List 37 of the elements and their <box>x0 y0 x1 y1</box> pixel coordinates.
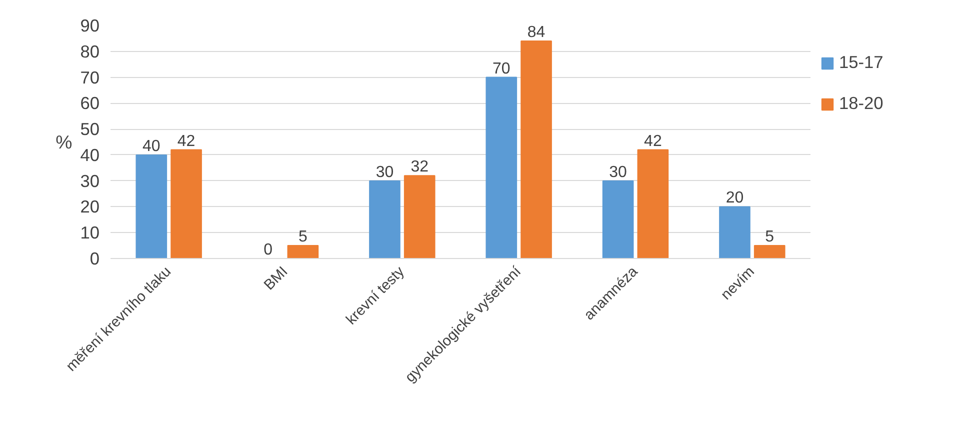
y-tick-label: 90 <box>80 16 100 36</box>
y-tick-label: 10 <box>80 222 100 243</box>
data-label: 0 <box>264 242 273 258</box>
bar <box>486 76 518 258</box>
x-tick-label: BMI <box>261 264 292 294</box>
y-tick-label: 70 <box>80 67 100 88</box>
bar <box>520 40 552 258</box>
data-label: 42 <box>177 132 196 150</box>
bar <box>287 245 319 258</box>
data-label: 30 <box>609 164 628 181</box>
data-label: 42 <box>644 132 662 150</box>
y-tick-label: 80 <box>80 41 100 62</box>
bar <box>602 180 634 258</box>
y-tick-label: 30 <box>80 170 100 191</box>
data-label: 84 <box>527 24 546 42</box>
data-label: 70 <box>492 60 510 78</box>
bar <box>754 245 786 258</box>
legend-label: 15-17 <box>839 52 884 73</box>
bar <box>404 175 436 258</box>
data-label: 32 <box>410 158 429 176</box>
y-tick-label: 0 <box>90 248 100 268</box>
y-tick-label: 50 <box>80 119 100 140</box>
bar <box>369 180 400 258</box>
data-label: 5 <box>298 228 308 246</box>
y-tick-label: 60 <box>80 93 100 114</box>
bar <box>136 154 168 258</box>
y-tick-label: 40 <box>80 144 100 165</box>
data-label: 20 <box>726 190 744 207</box>
bar <box>170 149 202 258</box>
y-axis-title: % <box>56 132 72 152</box>
bar <box>637 149 669 258</box>
y-tick-label: 20 <box>80 196 100 217</box>
data-label: 30 <box>376 164 394 181</box>
legend-label: 18-20 <box>839 93 884 114</box>
bar <box>719 206 750 258</box>
data-label: 40 <box>142 138 160 155</box>
data-label: 5 <box>765 228 774 246</box>
